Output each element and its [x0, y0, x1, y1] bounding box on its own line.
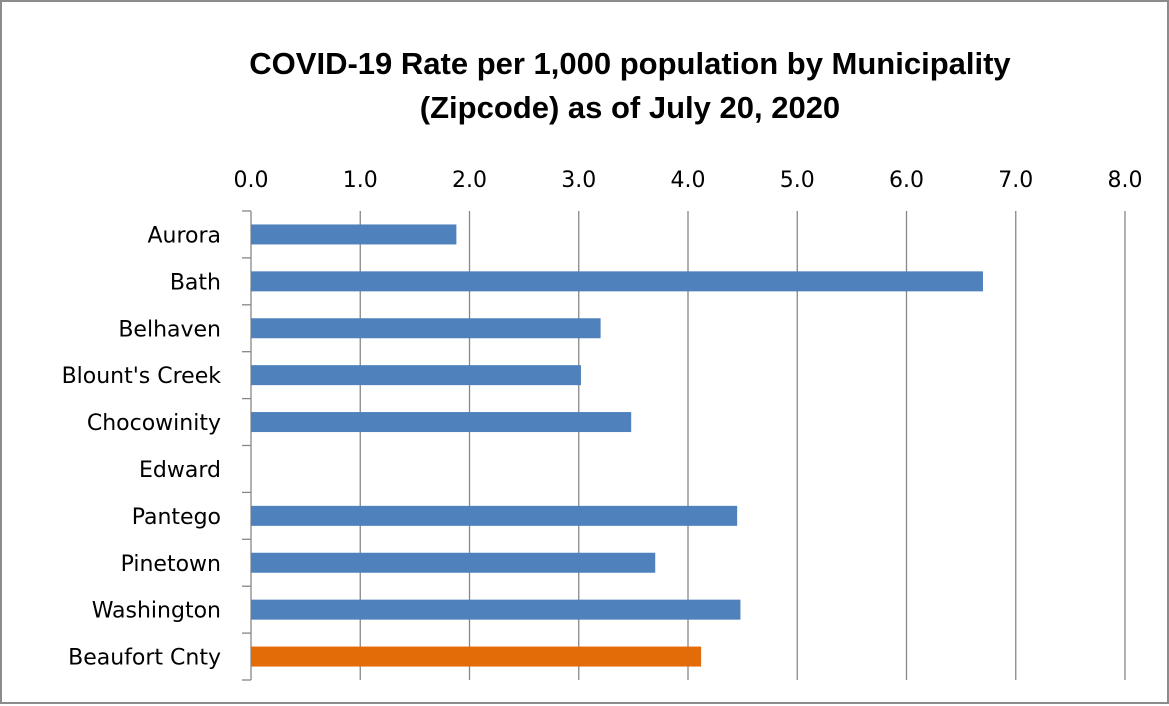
- category-label: Chocowinity: [87, 411, 221, 436]
- category-label: Edward: [139, 458, 221, 483]
- category-axis: [242, 210, 252, 681]
- chart-title-line-2: (Zipcode) as of July 20, 2020: [420, 90, 840, 125]
- bar: [251, 271, 983, 292]
- x-tick-label: 2.0: [452, 168, 487, 193]
- category-label: Bath: [170, 270, 221, 295]
- category-label: Pinetown: [121, 552, 221, 577]
- bar: [251, 365, 581, 386]
- bar: [251, 412, 632, 433]
- x-tick-label: 0.0: [234, 168, 269, 193]
- bar: [251, 224, 457, 245]
- category-label: Pantego: [132, 505, 221, 530]
- x-tick-label: 3.0: [561, 168, 596, 193]
- x-axis-ticks: 0.0 1.0 2.0 3.0 4.0 5.0 6.0 7.0 8.0: [234, 168, 1143, 193]
- category-label: Beaufort Cnty: [68, 646, 221, 671]
- category-label: Washington: [92, 599, 221, 624]
- bar: [251, 646, 702, 667]
- bar: [251, 599, 741, 620]
- bar: [251, 552, 656, 573]
- x-tick-label: 6.0: [889, 168, 924, 193]
- bars: [251, 224, 983, 667]
- bar: [251, 318, 601, 339]
- x-tick-label: 8.0: [1108, 168, 1143, 193]
- category-label: Belhaven: [118, 317, 221, 342]
- category-label: Blount's Creek: [62, 364, 222, 389]
- chart-title-line-1: COVID-19 Rate per 1,000 population by Mu…: [249, 46, 1011, 81]
- x-tick-label: 4.0: [671, 168, 706, 193]
- bar: [251, 505, 738, 526]
- x-tick-label: 1.0: [343, 168, 378, 193]
- x-tick-label: 5.0: [780, 168, 815, 193]
- category-labels: Aurora Bath Belhaven Blount's Creek Chocowin…: [62, 223, 222, 670]
- x-tick-label: 7.0: [998, 168, 1033, 193]
- category-label: Aurora: [147, 223, 221, 248]
